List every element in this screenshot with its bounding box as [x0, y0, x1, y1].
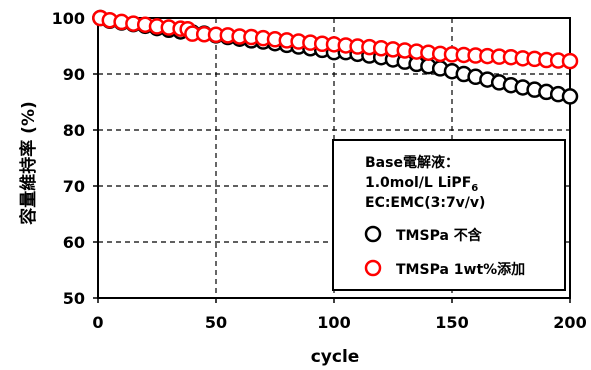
series-layer	[92, 9, 579, 105]
y-tick-label-3: 80	[63, 121, 85, 140]
legend-salt-text: 1.0mol/L LiPF	[365, 175, 471, 191]
x-tick-label-2: 100	[317, 313, 350, 332]
legend-entry-no-tmspa: TMSPa 不含	[396, 227, 483, 244]
legend-header-line-3: EC:EMC(3:7v/v)	[365, 195, 485, 211]
y-tick-label-2: 70	[63, 177, 85, 196]
legend-header-line-1: Base電解液：	[365, 154, 459, 171]
x-tick-label-3: 150	[435, 313, 468, 332]
legend-marker-tmspa-1wt	[364, 259, 382, 277]
y-tick-label-5: 100	[52, 9, 85, 28]
x-axis-label: cycle	[311, 347, 360, 367]
x-tick-label-1: 50	[205, 313, 227, 332]
series-1	[92, 9, 579, 70]
legend-marker-no-tmspa	[364, 225, 382, 243]
series-0-point-40	[561, 88, 579, 105]
y-axis-label: 容量維持率 (%)	[18, 101, 39, 225]
x-axis-ticks: 0 50 100 150 200	[92, 298, 587, 332]
y-tick-label-1: 60	[63, 233, 85, 252]
series-1-point-41	[561, 52, 579, 70]
legend-salt-subscript: 6	[471, 183, 478, 194]
legend-header-line-2: 1.0mol/L LiPF6	[365, 175, 478, 194]
x-tick-label-0: 0	[92, 313, 103, 332]
y-tick-label-0: 50	[63, 289, 85, 308]
legend-entry-tmspa-1wt: TMSPa 1wt%添加	[396, 261, 525, 278]
y-axis-ticks: 50 60 70 80 90 100	[52, 9, 98, 308]
y-tick-label-4: 90	[63, 65, 85, 84]
x-tick-label-4: 200	[553, 313, 586, 332]
legend: Base電解液： 1.0mol/L LiPF6 EC:EMC(3:7v/v) T…	[332, 139, 566, 291]
